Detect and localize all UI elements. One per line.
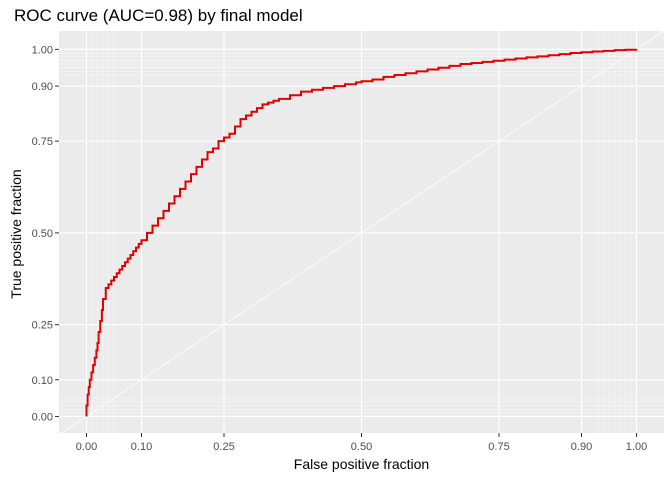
roc-curve: [85, 48, 638, 417]
diagonal-reference-line: [58, 30, 665, 436]
x-tick-label: 0.10: [131, 441, 152, 453]
x-axis-label: False positive fraction: [293, 456, 430, 472]
x-tick-label: 0.50: [351, 441, 372, 453]
y-tick-label: 0.75: [32, 136, 53, 148]
x-tick-label: 0.75: [488, 441, 509, 453]
y-tick-label: 0.50: [32, 228, 53, 240]
x-tick-label: 1.00: [626, 441, 647, 453]
y-axis-label: True positive fraction: [8, 169, 24, 299]
x-tick-label: 0.90: [571, 441, 592, 453]
x-tick-label: 0.25: [213, 441, 234, 453]
y-tick-label: 0.00: [32, 411, 53, 423]
x-tick-label: 0.00: [76, 441, 97, 453]
y-tick-label: 0.10: [32, 375, 53, 387]
y-tick-label: 0.90: [32, 81, 53, 93]
chart-title: ROC curve (AUC=0.98) by final model: [14, 6, 303, 25]
y-tick-label: 1.00: [32, 44, 53, 56]
y-tick-label: 0.25: [32, 320, 53, 332]
